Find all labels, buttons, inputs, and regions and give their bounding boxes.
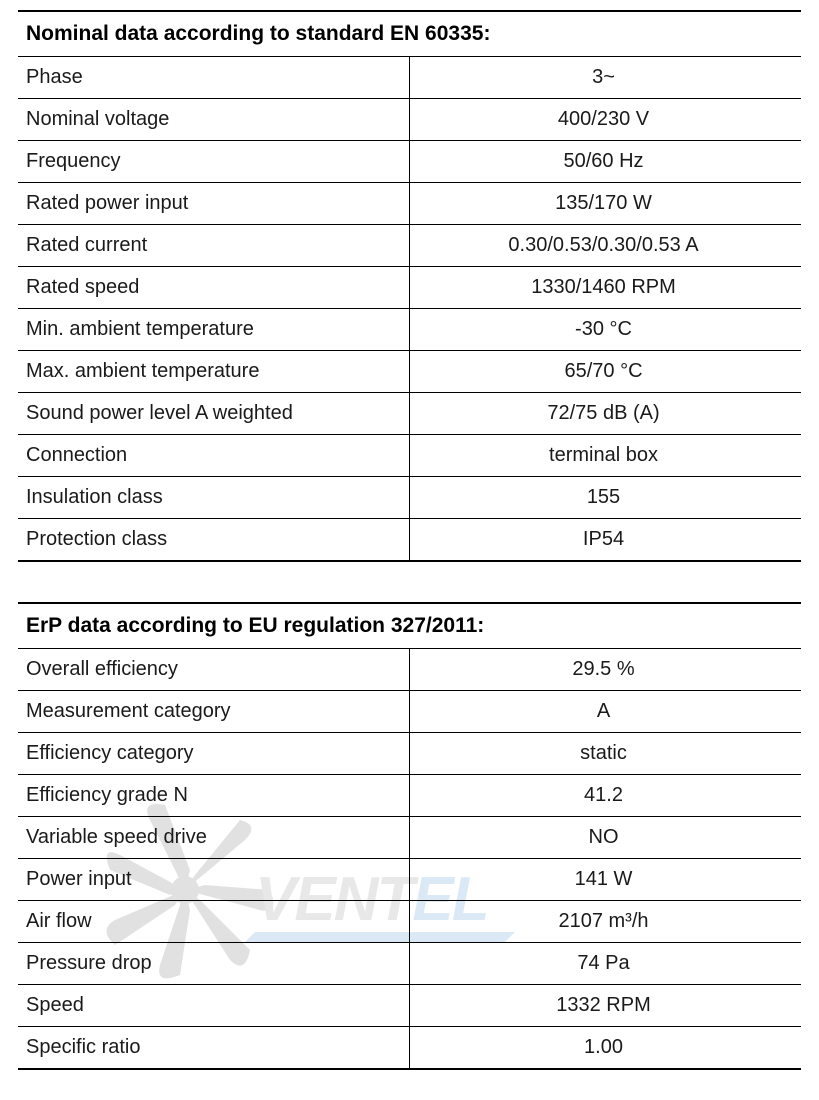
table-row: Efficiency grade N 41.2 — [18, 775, 801, 817]
table-row: Connection terminal box — [18, 435, 801, 477]
row-value: 155 — [410, 477, 802, 519]
table-row: Sound power level A weighted 72/75 dB (A… — [18, 393, 801, 435]
table-row: Speed 1332 RPM — [18, 985, 801, 1027]
row-value: 0.30/0.53/0.30/0.53 A — [410, 225, 802, 267]
erp-data-table: ErP data according to EU regulation 327/… — [18, 602, 801, 1070]
nominal-data-table: Nominal data according to standard EN 60… — [18, 10, 801, 562]
table-row: Variable speed drive NO — [18, 817, 801, 859]
row-label: Phase — [18, 57, 410, 99]
table-header: Nominal data according to standard EN 60… — [18, 11, 801, 57]
row-label: Measurement category — [18, 691, 410, 733]
row-label: Nominal voltage — [18, 99, 410, 141]
table-row: Min. ambient temperature -30 °C — [18, 309, 801, 351]
row-label: Insulation class — [18, 477, 410, 519]
row-value: A — [410, 691, 802, 733]
table-row: Rated power input 135/170 W — [18, 183, 801, 225]
row-label: Power input — [18, 859, 410, 901]
row-label: Variable speed drive — [18, 817, 410, 859]
row-value: 72/75 dB (A) — [410, 393, 802, 435]
table-row: Specific ratio 1.00 — [18, 1027, 801, 1070]
row-value: 65/70 °C — [410, 351, 802, 393]
row-label: Overall efficiency — [18, 649, 410, 691]
row-label: Connection — [18, 435, 410, 477]
row-label: Rated speed — [18, 267, 410, 309]
table-row: Frequency 50/60 Hz — [18, 141, 801, 183]
table-row: Nominal voltage 400/230 V — [18, 99, 801, 141]
row-value: NO — [410, 817, 802, 859]
row-label: Specific ratio — [18, 1027, 410, 1070]
table-header-row: ErP data according to EU regulation 327/… — [18, 603, 801, 649]
table-row: Power input 141 W — [18, 859, 801, 901]
row-label: Pressure drop — [18, 943, 410, 985]
table-row: Measurement category A — [18, 691, 801, 733]
row-value: 1330/1460 RPM — [410, 267, 802, 309]
row-label: Rated current — [18, 225, 410, 267]
row-value: 141 W — [410, 859, 802, 901]
row-value: 2107 m³/h — [410, 901, 802, 943]
row-value: IP54 — [410, 519, 802, 562]
table-header: ErP data according to EU regulation 327/… — [18, 603, 801, 649]
row-label: Air flow — [18, 901, 410, 943]
row-label: Protection class — [18, 519, 410, 562]
table-row: Efficiency category static — [18, 733, 801, 775]
row-label: Frequency — [18, 141, 410, 183]
row-value: 1332 RPM — [410, 985, 802, 1027]
row-value: terminal box — [410, 435, 802, 477]
row-label: Efficiency category — [18, 733, 410, 775]
table-header-row: Nominal data according to standard EN 60… — [18, 11, 801, 57]
table-row: Rated current 0.30/0.53/0.30/0.53 A — [18, 225, 801, 267]
row-label: Max. ambient temperature — [18, 351, 410, 393]
table-row: Air flow 2107 m³/h — [18, 901, 801, 943]
table-row: Insulation class 155 — [18, 477, 801, 519]
row-value: 41.2 — [410, 775, 802, 817]
row-value: 135/170 W — [410, 183, 802, 225]
table-row: Protection class IP54 — [18, 519, 801, 562]
row-value: 50/60 Hz — [410, 141, 802, 183]
row-value: -30 °C — [410, 309, 802, 351]
row-value: static — [410, 733, 802, 775]
table-row: Overall efficiency 29.5 % — [18, 649, 801, 691]
row-label: Efficiency grade N — [18, 775, 410, 817]
table-row: Rated speed 1330/1460 RPM — [18, 267, 801, 309]
table-row: Max. ambient temperature 65/70 °C — [18, 351, 801, 393]
row-value: 29.5 % — [410, 649, 802, 691]
row-label: Sound power level A weighted — [18, 393, 410, 435]
row-label: Min. ambient temperature — [18, 309, 410, 351]
row-value: 400/230 V — [410, 99, 802, 141]
row-label: Speed — [18, 985, 410, 1027]
row-value: 74 Pa — [410, 943, 802, 985]
row-label: Rated power input — [18, 183, 410, 225]
table-row: Pressure drop 74 Pa — [18, 943, 801, 985]
row-value: 3~ — [410, 57, 802, 99]
table-row: Phase 3~ — [18, 57, 801, 99]
row-value: 1.00 — [410, 1027, 802, 1070]
